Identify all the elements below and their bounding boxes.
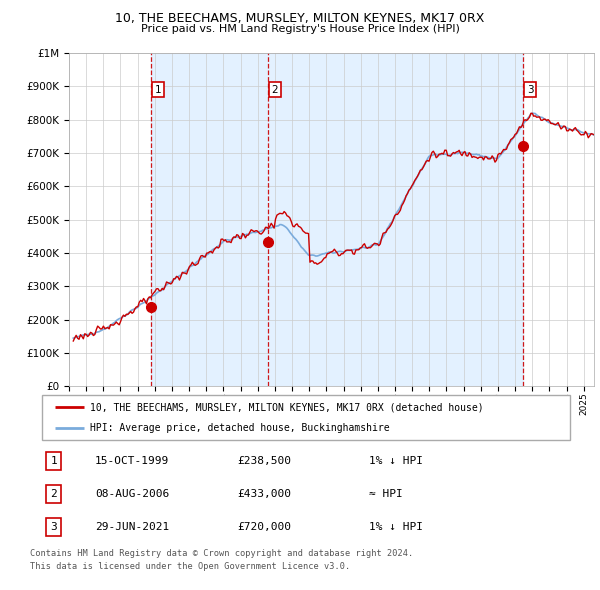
Text: £433,000: £433,000 [238,489,292,499]
Text: Price paid vs. HM Land Registry's House Price Index (HPI): Price paid vs. HM Land Registry's House … [140,24,460,34]
Text: 10, THE BEECHAMS, MURSLEY, MILTON KEYNES, MK17 0RX (detached house): 10, THE BEECHAMS, MURSLEY, MILTON KEYNES… [89,402,483,412]
Text: £238,500: £238,500 [238,456,292,466]
Text: 29-JUN-2021: 29-JUN-2021 [95,522,169,532]
Text: HPI: Average price, detached house, Buckinghamshire: HPI: Average price, detached house, Buck… [89,422,389,432]
Text: 2: 2 [50,489,57,499]
Text: 1: 1 [50,456,57,466]
Text: ≈ HPI: ≈ HPI [370,489,403,499]
Text: 08-AUG-2006: 08-AUG-2006 [95,489,169,499]
Text: 1: 1 [155,85,161,95]
Text: 3: 3 [527,85,533,95]
Text: This data is licensed under the Open Government Licence v3.0.: This data is licensed under the Open Gov… [30,562,350,571]
Text: 2: 2 [271,85,278,95]
FancyBboxPatch shape [42,395,570,440]
Text: 10, THE BEECHAMS, MURSLEY, MILTON KEYNES, MK17 0RX: 10, THE BEECHAMS, MURSLEY, MILTON KEYNES… [115,12,485,25]
Text: £720,000: £720,000 [238,522,292,532]
Text: 15-OCT-1999: 15-OCT-1999 [95,456,169,466]
Text: 3: 3 [50,522,57,532]
Text: 1% ↓ HPI: 1% ↓ HPI [370,522,424,532]
Bar [151,53,523,386]
Text: Contains HM Land Registry data © Crown copyright and database right 2024.: Contains HM Land Registry data © Crown c… [30,549,413,558]
Text: 1% ↓ HPI: 1% ↓ HPI [370,456,424,466]
